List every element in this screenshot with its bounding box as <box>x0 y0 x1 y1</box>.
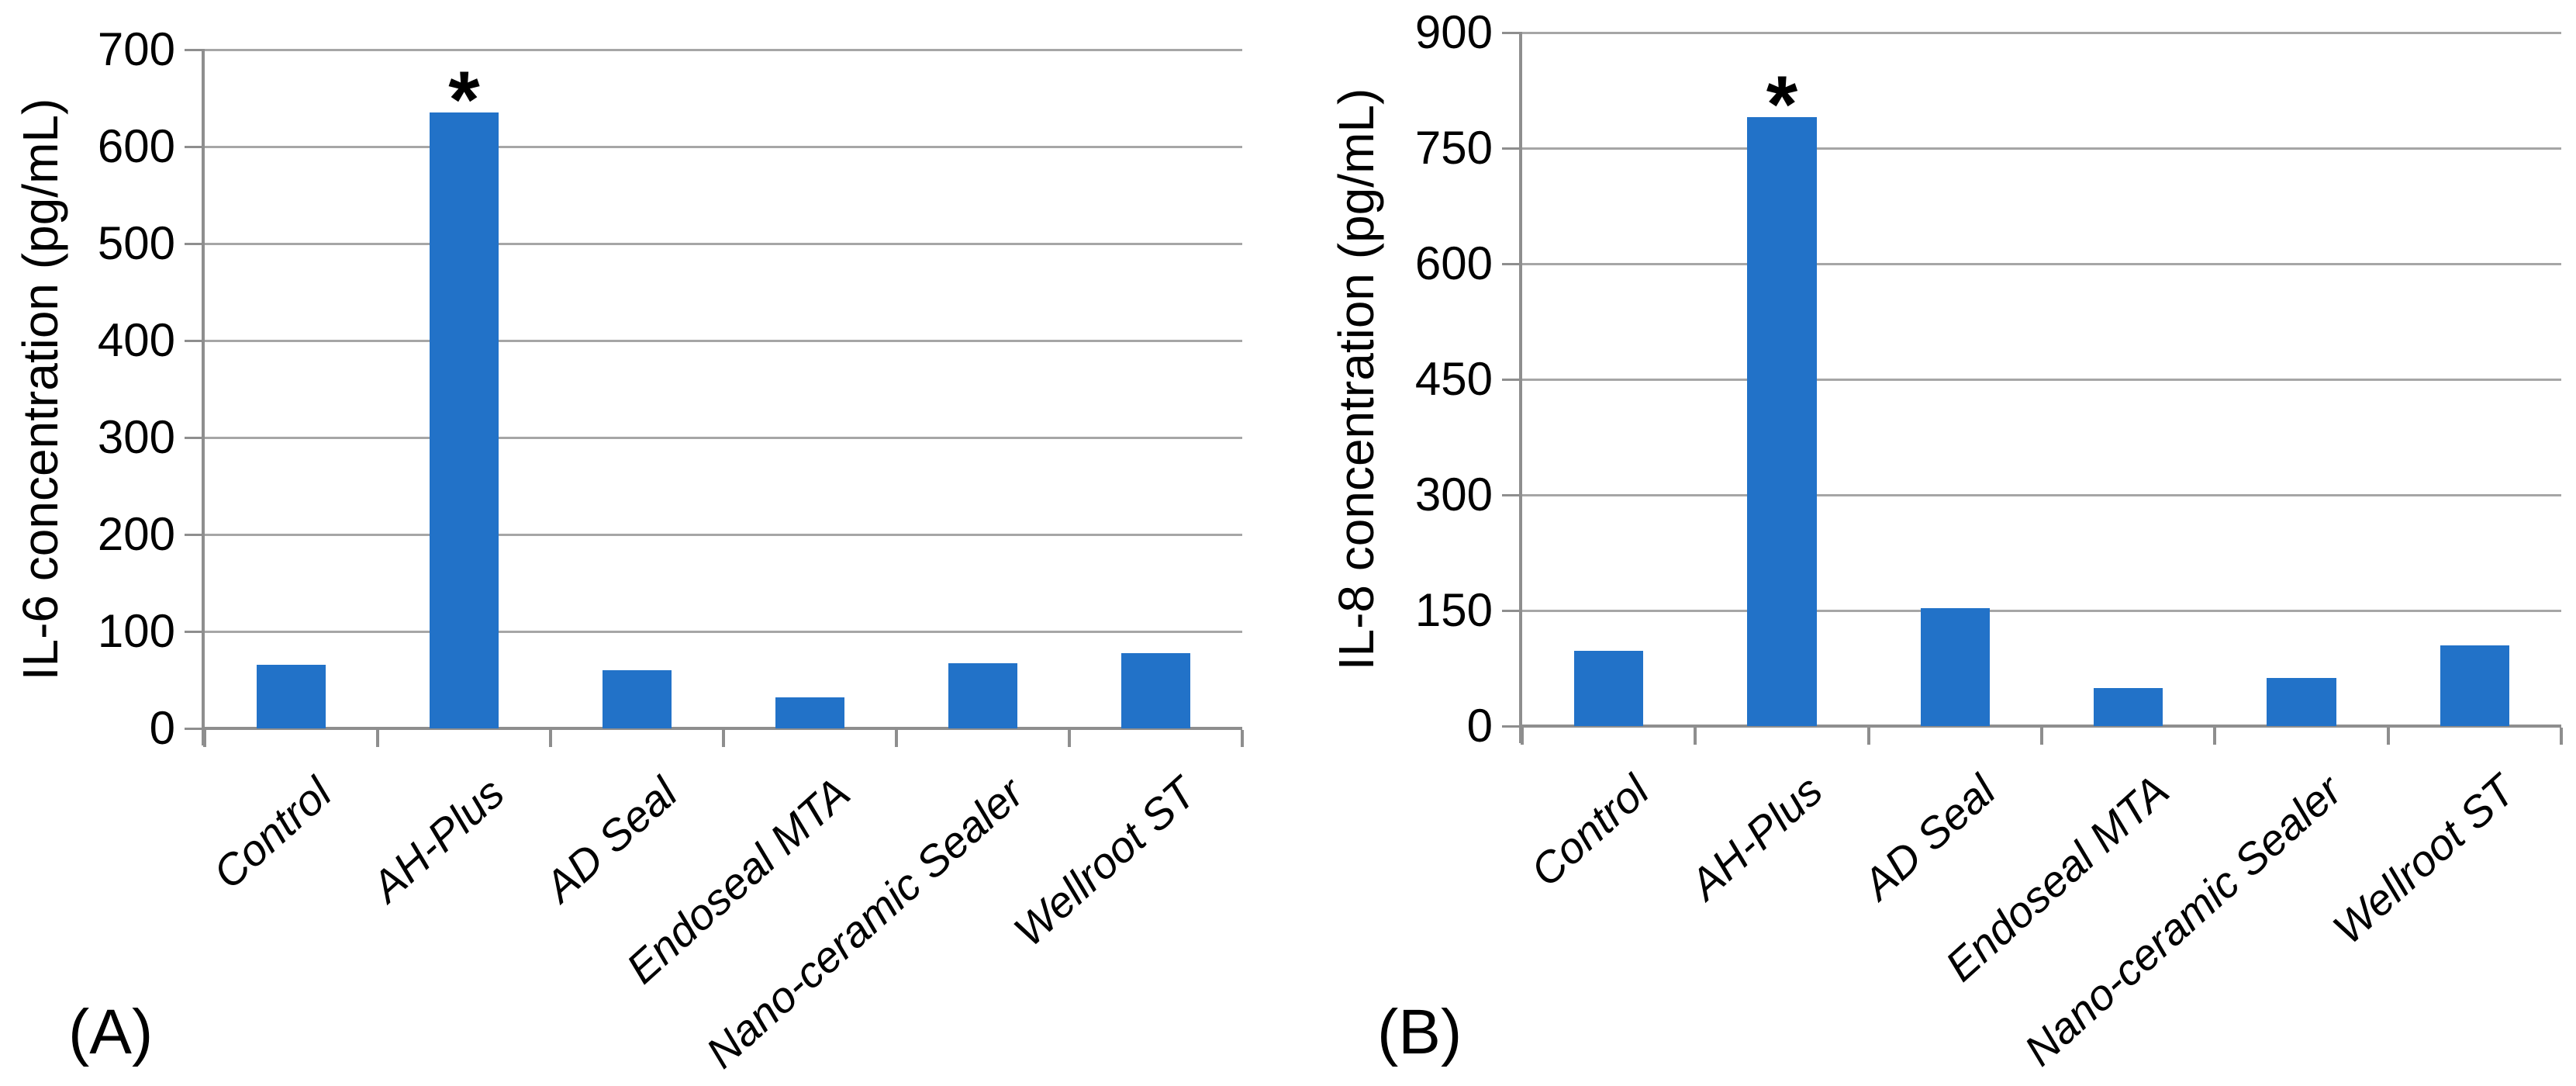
x-category-label: AD Seal <box>535 768 686 911</box>
gridline <box>205 533 1242 536</box>
x-tick-mark <box>1866 728 1870 745</box>
x-tick-mark <box>2040 728 2043 745</box>
y-axis-title: IL-8 concentration (pg/mL) <box>1328 88 1384 671</box>
y-tick-mark <box>1502 262 1522 265</box>
gridline <box>1522 262 2561 265</box>
y-tick-mark <box>185 630 205 633</box>
significance-asterisk: * <box>1766 60 1798 150</box>
y-axis-title: IL-6 concentration (pg/mL) <box>12 98 68 680</box>
x-category-label: AD Seal <box>1853 766 2005 909</box>
x-axis-line <box>1519 725 2561 728</box>
gridline <box>205 436 1242 439</box>
y-tick-label: 750 <box>1414 122 1493 174</box>
bar-control <box>1574 650 1644 726</box>
x-tick-mark <box>1694 728 1697 745</box>
y-tick-label: 900 <box>1414 6 1493 58</box>
y-tick-mark <box>1502 378 1522 381</box>
y-tick-mark <box>185 242 205 245</box>
y-tick-label: 200 <box>97 508 175 560</box>
y-tick-label: 500 <box>97 217 175 269</box>
x-tick-mark <box>1241 730 1244 747</box>
x-category-label: Nano-ceramic Sealer <box>696 768 1032 1077</box>
y-tick-label: 300 <box>97 411 175 463</box>
y-tick-label: 700 <box>97 23 175 75</box>
bar-wellroot-st <box>2440 645 2509 726</box>
x-tick-mark <box>722 730 725 747</box>
gridline <box>205 48 1242 51</box>
x-tick-mark <box>2386 728 2390 745</box>
bar-control <box>256 664 326 728</box>
y-tick-label: 150 <box>1414 584 1493 636</box>
y-tick-label: 100 <box>97 605 175 657</box>
gridline <box>205 339 1242 342</box>
y-tick-mark <box>185 48 205 51</box>
x-category-label: Wellroot ST <box>2323 766 2524 953</box>
y-tick-mark <box>185 339 205 342</box>
y-tick-mark <box>1502 147 1522 150</box>
x-tick-mark <box>203 730 206 747</box>
plot-area: 0 150 300 450 600 750 900 * Control AH-Plus AD Sea… <box>1415 9 2563 1075</box>
y-tick-mark <box>185 727 205 730</box>
y-tick-mark <box>185 145 205 148</box>
panel-letter: (A) <box>68 997 154 1067</box>
gridline <box>1522 31 2561 34</box>
bar-nano-ceramic-sealer <box>2267 678 2336 726</box>
x-tick-mark <box>1068 730 1071 747</box>
plot-area: 0 100 200 300 400 500 600 700 * Control AH-Plus AD … <box>98 26 1244 1077</box>
gridline <box>205 242 1242 245</box>
y-tick-mark <box>1502 725 1522 728</box>
x-axis-line <box>202 727 1242 730</box>
bar-endoseal-mta <box>2094 688 2163 726</box>
y-tick-mark <box>185 436 205 439</box>
y-tick-label: 0 <box>1466 700 1493 752</box>
x-category-label: AH-Plus <box>1680 766 1832 909</box>
x-tick-mark <box>895 730 898 747</box>
bar-endoseal-mta <box>775 697 845 728</box>
x-category-label: Nano-ceramic Sealer <box>2015 766 2351 1075</box>
gridline <box>1522 609 2561 612</box>
x-tick-mark <box>376 730 379 747</box>
bar-ah-plus <box>429 112 499 728</box>
y-tick-label: 400 <box>97 314 175 366</box>
x-category-label: Control <box>203 768 340 898</box>
bar-wellroot-st <box>1121 652 1191 728</box>
bar-nano-ceramic-sealer <box>948 663 1018 728</box>
panel-a: IL-6 concentration (pg/mL) 0 100 200 300 400… <box>12 26 1244 1077</box>
gridline <box>1522 147 2561 150</box>
y-tick-label: 300 <box>1414 469 1493 521</box>
gridline <box>205 630 1242 633</box>
gridline <box>1522 378 2561 381</box>
y-tick-label: 0 <box>149 702 175 754</box>
x-tick-mark <box>549 730 552 747</box>
bar-ad-seal <box>1920 608 1990 726</box>
bar-ad-seal <box>602 670 672 728</box>
panel-b: IL-8 concentration (pg/mL) 0 150 300 450 600… <box>1288 0 2576 1086</box>
y-axis-line <box>202 50 205 745</box>
y-tick-mark <box>1502 31 1522 34</box>
significance-asterisk: * <box>448 55 480 146</box>
x-tick-mark <box>1521 728 1524 745</box>
y-axis-line <box>1519 33 1522 743</box>
x-category-label: Wellroot ST <box>1004 768 1205 956</box>
y-tick-mark <box>1502 609 1522 612</box>
x-tick-mark <box>2213 728 2217 745</box>
y-tick-label: 600 <box>1414 237 1493 289</box>
y-tick-label: 450 <box>1414 353 1493 405</box>
y-tick-label: 600 <box>97 120 175 172</box>
gridline <box>1522 493 2561 496</box>
x-category-label: Control <box>1521 766 1659 896</box>
gridline <box>205 145 1242 148</box>
panel-letter: (B) <box>1377 997 1462 1067</box>
y-tick-mark <box>1502 493 1522 496</box>
y-tick-mark <box>185 533 205 536</box>
x-category-label: AH-Plus <box>362 768 513 911</box>
x-tick-mark <box>2560 728 2563 745</box>
bar-ah-plus <box>1747 117 1817 726</box>
